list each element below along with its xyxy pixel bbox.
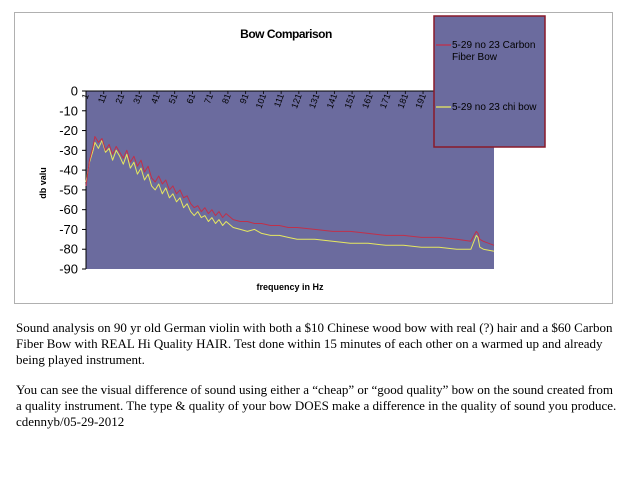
y-tick-label: 0 — [71, 84, 78, 99]
x-tick-label: 51 — [167, 92, 180, 105]
x-axis-label: frequency in Hz — [256, 282, 324, 292]
y-tick-label: -10 — [59, 103, 78, 118]
x-tick-label: 31 — [131, 92, 144, 105]
x-tick-label: 111 — [272, 92, 286, 108]
y-tick-label: -40 — [59, 163, 78, 178]
legend-label-chi: 5-29 no 23 chi bow — [452, 102, 537, 113]
plot-area — [86, 91, 494, 269]
x-tick-label: 161 — [360, 92, 375, 110]
legend: 5-29 no 23 Carbon Fiber Bow 5-29 no 23 c… — [433, 15, 546, 148]
legend-label-carbon: 5-29 no 23 Carbon Fiber Bow — [452, 40, 538, 63]
x-tick-label: 21 — [114, 92, 127, 105]
y-tick-label: -50 — [59, 182, 78, 197]
bow-comparison-chart: Bow Comparison 0 -10 -20 -30 -40 -50 -60 -70 -80… — [38, 15, 546, 292]
y-axis-label: db valu — [38, 167, 48, 199]
x-tick-label: 101 — [254, 92, 269, 110]
x-tick-label: 191 — [413, 92, 428, 110]
y-tick-label: -30 — [59, 143, 78, 158]
x-tick-label: 61 — [184, 92, 197, 105]
x-tick-label: 141 — [325, 92, 340, 110]
x-tick-label: 1 — [80, 92, 91, 100]
y-tick-label: -70 — [59, 222, 78, 237]
y-axis: 0 -10 -20 -30 -40 -50 -60 -70 -80 -90 — [59, 84, 87, 277]
series-line-chi-bow — [85, 139, 495, 252]
y-tick-label: -80 — [59, 242, 78, 257]
caption-paragraph-2: You can see the visual difference of sou… — [16, 382, 617, 413]
series-lines — [85, 136, 495, 252]
chart-title: Bow Comparison — [240, 27, 332, 41]
caption-signature: cdennyb/05-29-2012 — [16, 414, 125, 429]
x-tick-label: 71 — [202, 92, 215, 105]
x-tick-label: 11 — [96, 92, 109, 104]
x-tick-label: 151 — [342, 92, 357, 110]
caption-paragraph-1: Sound analysis on 90 yr old German violi… — [16, 320, 613, 367]
x-tick-label: 121 — [289, 92, 304, 110]
series-line-carbon-fiber-bow — [85, 136, 495, 246]
x-axis: 1 11 21 31 41 51 61 71 81 91 101 111 121 131 141 151 161… — [80, 90, 494, 110]
legend-box — [433, 15, 546, 148]
chart-frame: Bow Comparison 0 -10 -20 -30 -40 -50 -60 -70 -80… — [14, 12, 613, 304]
x-tick-label: 91 — [238, 92, 251, 105]
y-tick-label: -60 — [59, 202, 78, 217]
x-tick-label: 181 — [396, 92, 411, 110]
x-tick-label: 131 — [307, 92, 322, 110]
x-tick-label: 41 — [149, 92, 162, 105]
y-tick-label: -90 — [59, 262, 78, 277]
x-tick-label: 81 — [220, 92, 233, 105]
x-tick-label: 171 — [378, 92, 393, 110]
y-tick-label: -20 — [59, 123, 78, 138]
caption: Sound analysis on 90 yr old German violi… — [16, 320, 621, 430]
